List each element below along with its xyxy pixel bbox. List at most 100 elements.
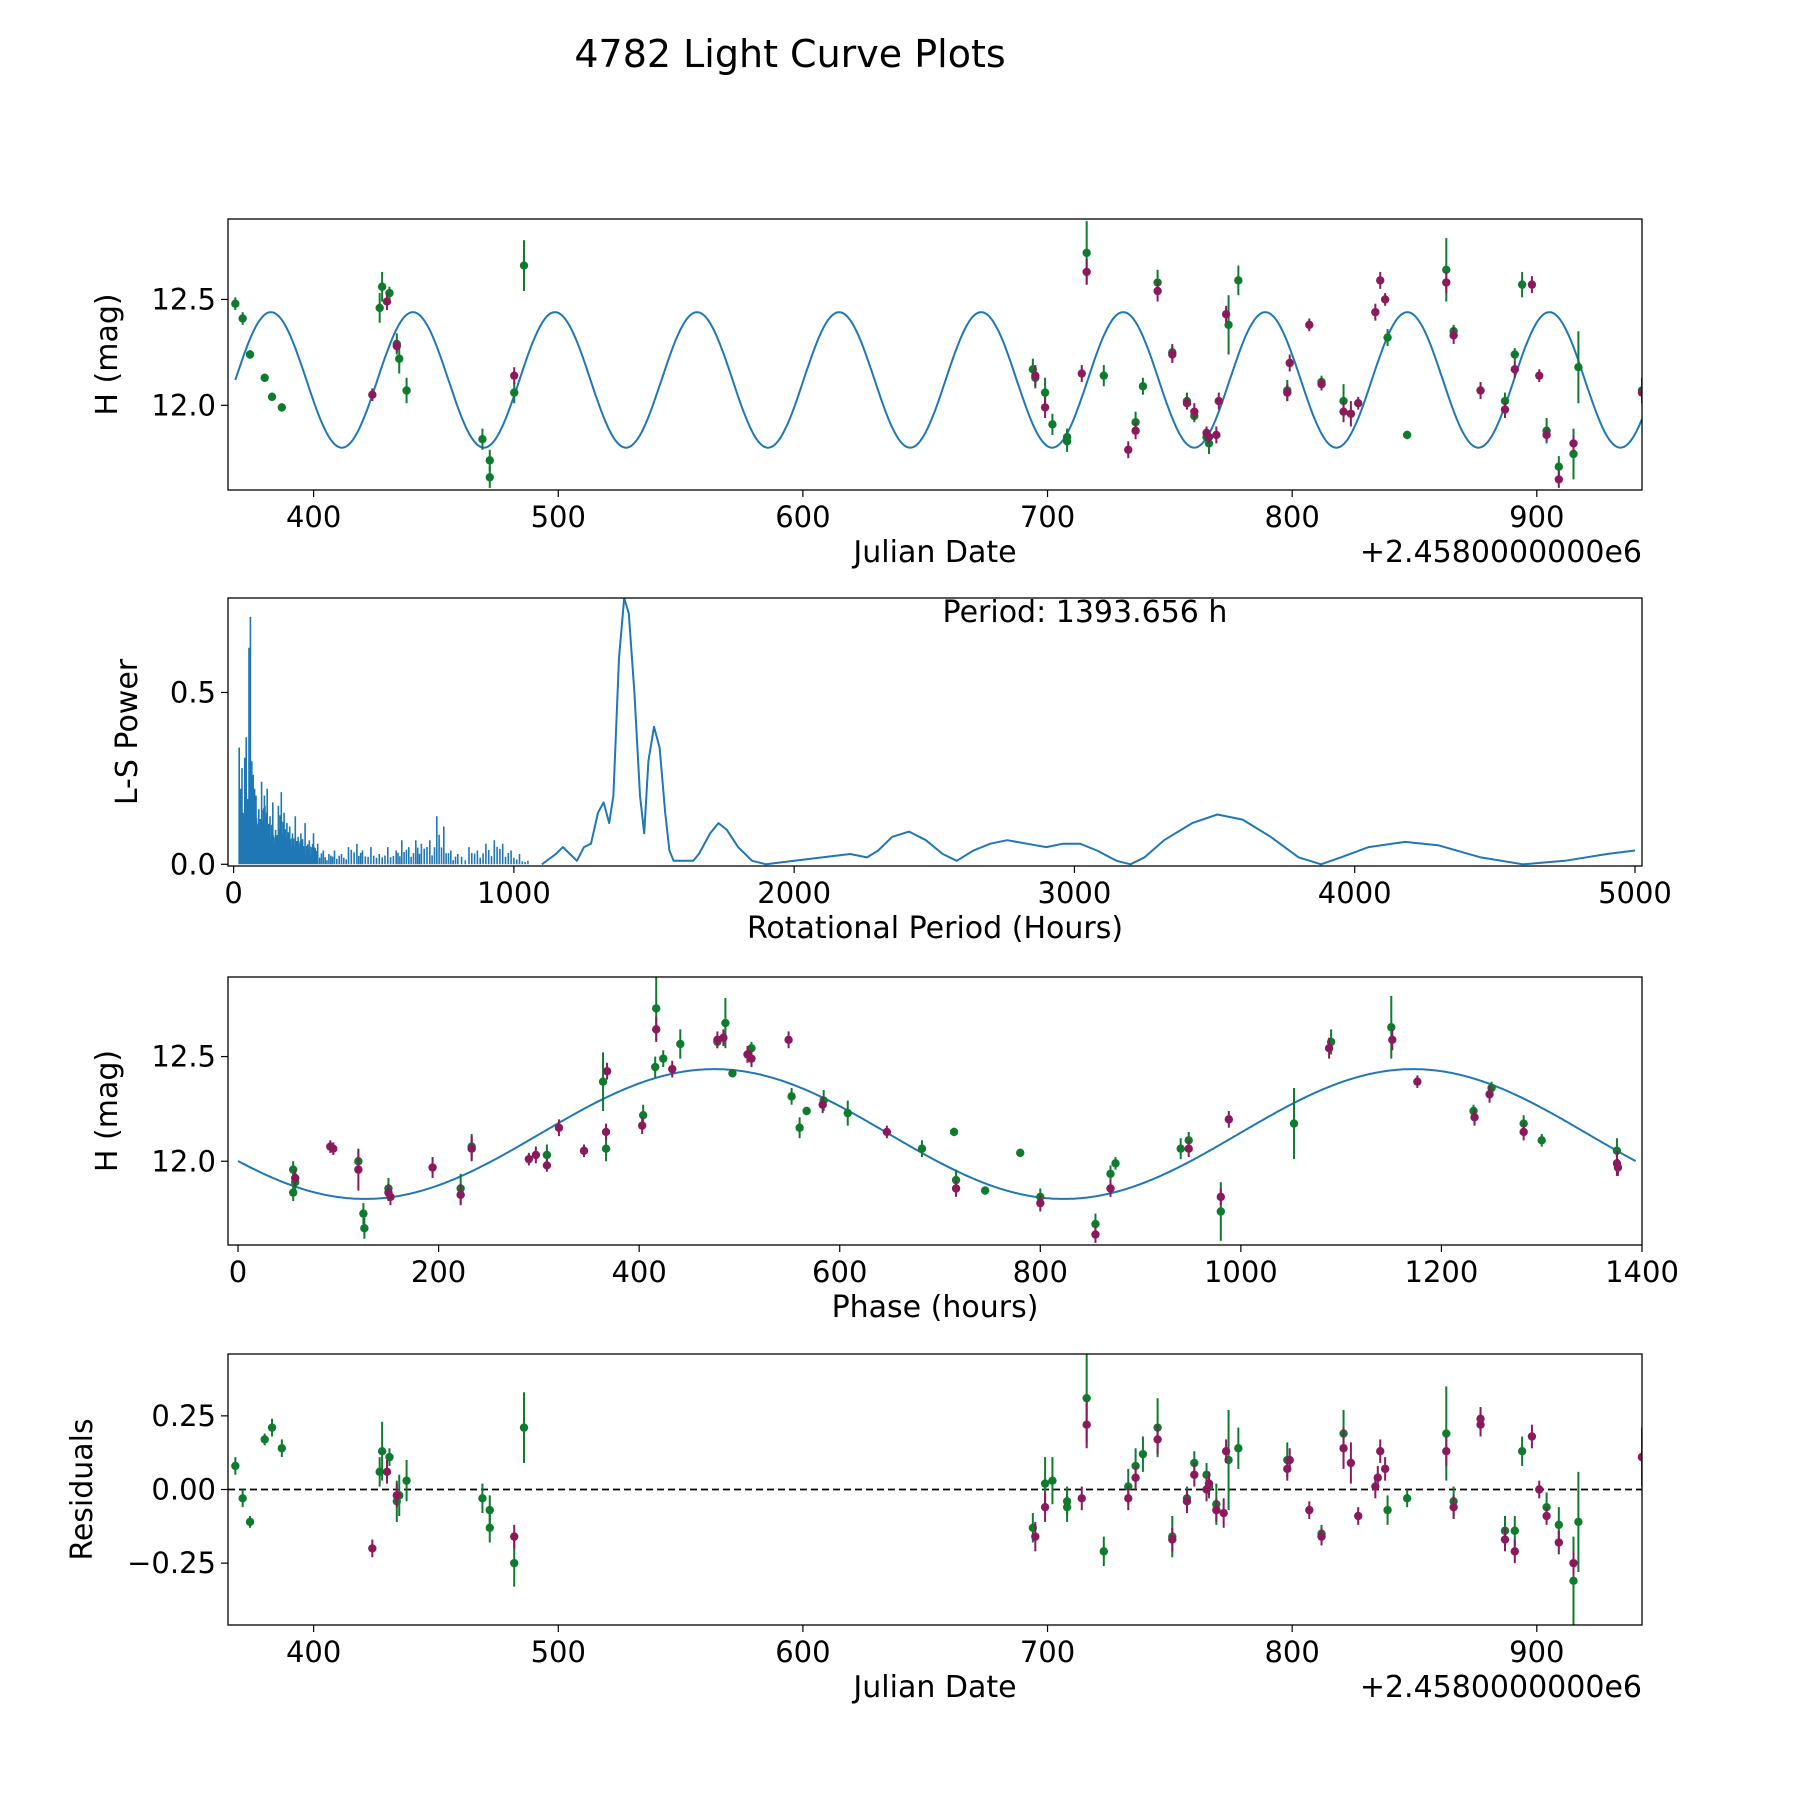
data-point — [1569, 1576, 1578, 1586]
panel-phase-folded: 0 200 400 600 800 1000 1200 1400 12.0 12.5 Phase (… — [90, 976, 1679, 1325]
data-point — [598, 1077, 608, 1086]
data-point — [382, 297, 392, 306]
data-point — [1346, 1458, 1356, 1468]
data-point — [267, 392, 277, 402]
data-point — [1214, 396, 1223, 406]
x-axis-label: Phase (hours) — [832, 1290, 1039, 1325]
data-point — [1131, 426, 1140, 435]
plot-area — [231, 221, 1642, 488]
data-point — [1383, 1505, 1392, 1515]
data-point — [601, 1144, 611, 1153]
data-point — [1376, 1447, 1385, 1456]
y-tick-label: 12.0 — [151, 1144, 216, 1178]
x-tick-label: 4000 — [1318, 876, 1392, 910]
data-point — [843, 1108, 852, 1118]
data-point — [1339, 1444, 1348, 1453]
data-point — [1190, 407, 1199, 416]
data-point — [1574, 1517, 1583, 1527]
data-point — [1106, 1169, 1115, 1179]
data-point — [917, 1144, 927, 1153]
data-point — [579, 1146, 589, 1155]
data-point — [1234, 276, 1243, 285]
data-point — [1387, 1023, 1396, 1032]
data-point — [1099, 1547, 1108, 1556]
data-point — [1354, 1511, 1363, 1521]
data-point — [949, 1127, 959, 1137]
data-point — [1569, 449, 1578, 459]
data-point — [368, 1544, 377, 1553]
data-point — [1111, 1159, 1120, 1168]
plot-area — [228, 1354, 1642, 1625]
data-point — [637, 1121, 647, 1130]
x-axis-label: Julian Date — [851, 535, 1016, 570]
data-point — [1535, 1485, 1544, 1494]
x-tick-label: 1000 — [1204, 1255, 1278, 1289]
data-point — [1077, 1494, 1086, 1503]
data-point — [510, 1532, 519, 1541]
data-point — [1077, 369, 1086, 378]
data-point — [818, 1100, 827, 1109]
data-point — [456, 1190, 465, 1199]
data-point — [1569, 1558, 1578, 1568]
panel-periodogram: 0 1000 2000 3000 4000 5000 0.0 0.5 Rotational Pe… — [110, 595, 1672, 946]
data-point — [485, 1505, 494, 1515]
data-point — [676, 1039, 685, 1049]
data-point — [1224, 320, 1233, 330]
data-point — [1449, 331, 1458, 340]
data-point — [1168, 350, 1177, 359]
data-point — [1500, 1535, 1510, 1544]
axes-frame — [227, 597, 1643, 867]
data-point — [1176, 1144, 1185, 1153]
data-point — [1082, 1420, 1091, 1429]
data-point — [531, 1150, 541, 1160]
x-tick-label: 1000 — [477, 876, 551, 910]
data-point — [728, 1069, 737, 1078]
x-tick-label: 600 — [812, 1255, 867, 1289]
data-point — [1542, 430, 1551, 440]
y-tick-label: 0.25 — [151, 1399, 216, 1433]
x-tick-label: 400 — [286, 1635, 341, 1669]
data-point — [1221, 310, 1231, 319]
data-point — [1637, 1452, 1642, 1462]
x-tick-label: 900 — [1509, 1635, 1564, 1669]
data-point — [747, 1054, 756, 1063]
data-point — [1285, 1455, 1294, 1465]
data-point — [368, 390, 377, 399]
data-point — [360, 1224, 369, 1233]
data-point — [951, 1184, 961, 1193]
y-tick-label: −0.25 — [127, 1546, 216, 1580]
data-point — [231, 299, 240, 308]
data-point — [485, 456, 494, 465]
data-point — [354, 1165, 363, 1174]
periodogram-curve — [541, 598, 1636, 866]
data-point — [1542, 1511, 1551, 1521]
series-purple-points — [368, 259, 1642, 488]
data-point — [1383, 333, 1392, 342]
data-point — [1527, 280, 1537, 289]
data-point — [260, 1435, 269, 1444]
data-point — [1216, 1192, 1226, 1202]
data-point — [1138, 1449, 1148, 1459]
data-point — [1305, 1505, 1314, 1515]
data-point — [1040, 1502, 1050, 1512]
model-curve — [237, 1068, 1637, 1200]
data-point — [668, 1064, 677, 1074]
data-point — [485, 473, 494, 482]
data-point — [1354, 398, 1363, 408]
model-curve — [234, 311, 1642, 449]
series-green-points — [288, 977, 1622, 1241]
data-point — [1040, 403, 1050, 412]
x-tick-label: 400 — [611, 1255, 666, 1289]
data-point — [277, 1444, 287, 1453]
x-offset-label: +2.4580000000e6 — [1360, 1670, 1642, 1705]
series-purple-points — [290, 1016, 1623, 1243]
y-axis-label: H (mag) — [90, 293, 125, 415]
plot-area — [237, 977, 1637, 1243]
data-point — [882, 1127, 892, 1137]
data-point — [1048, 1476, 1057, 1485]
data-point — [1510, 365, 1519, 374]
data-point — [1449, 1502, 1458, 1512]
data-point — [428, 1163, 437, 1172]
x-tick-label: 900 — [1509, 500, 1564, 534]
